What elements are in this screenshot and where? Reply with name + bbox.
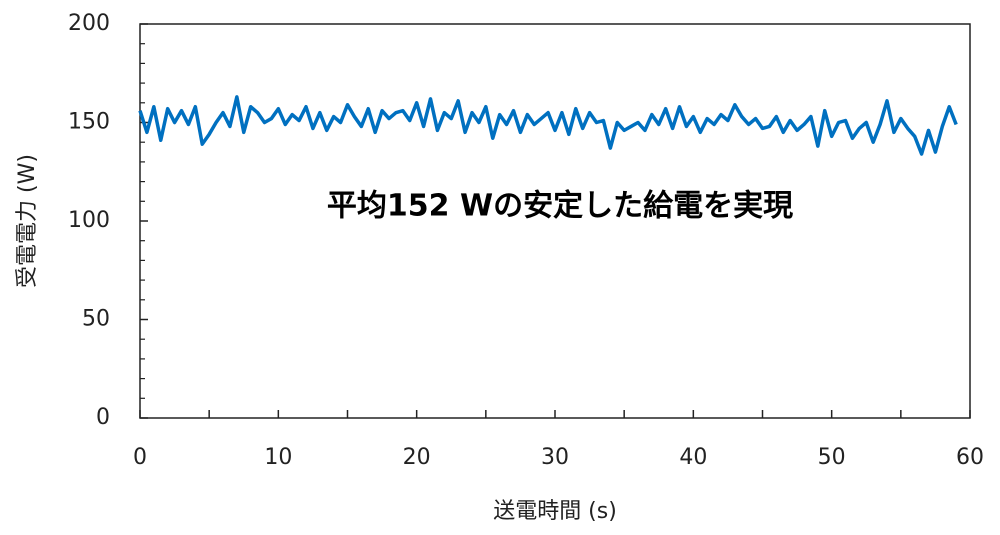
- y-tick-label: 150: [68, 110, 110, 135]
- y-tick-label: 50: [82, 307, 110, 332]
- y-tick-label: 200: [68, 11, 110, 36]
- y-tick-label: 0: [96, 405, 110, 430]
- y-tick-label: 100: [68, 208, 110, 233]
- x-tick-label: 10: [264, 445, 292, 470]
- data-line: [138, 95, 958, 156]
- x-tick-label: 50: [818, 445, 846, 470]
- x-tick-label: 40: [679, 445, 707, 470]
- x-tick-label: 0: [133, 445, 147, 470]
- x-tick-label: 20: [403, 445, 431, 470]
- x-tick-label: 30: [541, 445, 569, 470]
- y-axis-label: 受電電力 (W): [15, 154, 40, 288]
- x-tick-label: 60: [956, 445, 984, 470]
- annotation: 平均152 Wの安定した給電を実現: [327, 189, 793, 224]
- x-axis-label: 送電時間 (s): [493, 499, 617, 524]
